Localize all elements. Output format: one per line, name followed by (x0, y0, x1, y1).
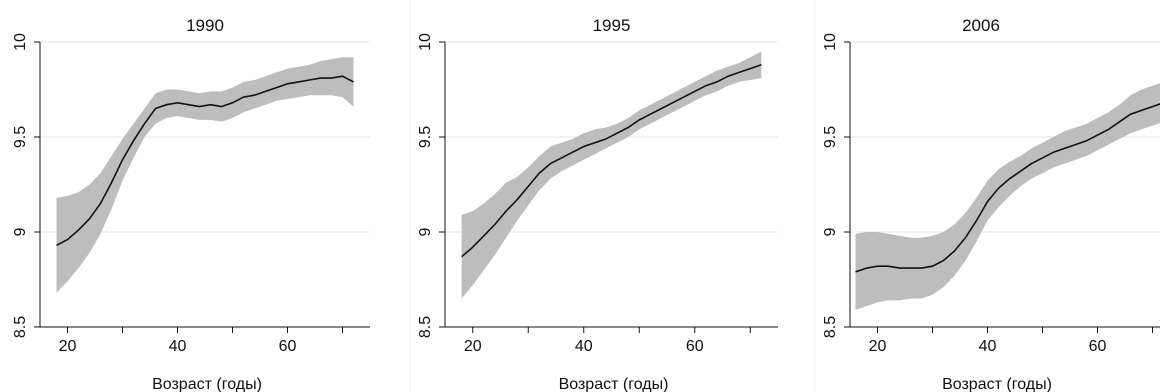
x-axis-label: Возраст (годы) (942, 376, 1052, 392)
panel-1990: 8.5 9 9.5 10 20 40 60 1990 Возраст (годы) (12, 16, 370, 392)
y-tick-label: 9 (822, 227, 839, 236)
x-tick-label: 60 (1089, 338, 1107, 355)
x-tick-label: 40 (169, 338, 187, 355)
series-line (855, 103, 1160, 273)
y-tick-label: 9 (417, 227, 434, 236)
plot-area (850, 41, 1160, 328)
y-tick-label: 8.5 (417, 316, 434, 338)
plot-area (40, 41, 370, 328)
x-tick-label: 40 (979, 338, 997, 355)
panel-1995: 8.5 9 9.5 10 20 40 60 1995 Возраст (годы) (417, 16, 778, 392)
panel-title: 1990 (186, 16, 224, 35)
x-tick-label: 20 (869, 338, 887, 355)
confidence-band (461, 51, 762, 299)
x-tick-label: 20 (59, 338, 77, 355)
panel-title: 2006 (962, 16, 1000, 35)
x-tick-label: 60 (686, 338, 704, 355)
plot-area (445, 41, 778, 328)
x-tick-label: 60 (279, 338, 297, 355)
y-tick-label: 9.5 (417, 126, 434, 148)
y-tick-label: 9 (12, 227, 29, 236)
confidence-band (855, 83, 1160, 310)
x-axis-label: Возраст (годы) (152, 376, 262, 392)
y-tick-label: 10 (417, 33, 434, 51)
y-tick-label: 9.5 (822, 126, 839, 148)
panel-title: 1995 (593, 16, 631, 35)
x-tick-label: 40 (575, 338, 593, 355)
y-tick-label: 8.5 (12, 316, 29, 338)
y-tick-label: 10 (822, 33, 839, 51)
series-line (56, 75, 354, 247)
confidence-band (56, 57, 354, 293)
panel-2006: 8.5 9 9.5 10 20 40 60 2006 Возраст (годы) (822, 16, 1160, 392)
x-axis-label: Возраст (годы) (559, 376, 669, 392)
y-tick-label: 8.5 (822, 316, 839, 338)
series-line (461, 64, 762, 258)
x-tick-label: 20 (464, 338, 482, 355)
y-tick-label: 9.5 (12, 126, 29, 148)
y-tick-label: 10 (12, 33, 29, 51)
